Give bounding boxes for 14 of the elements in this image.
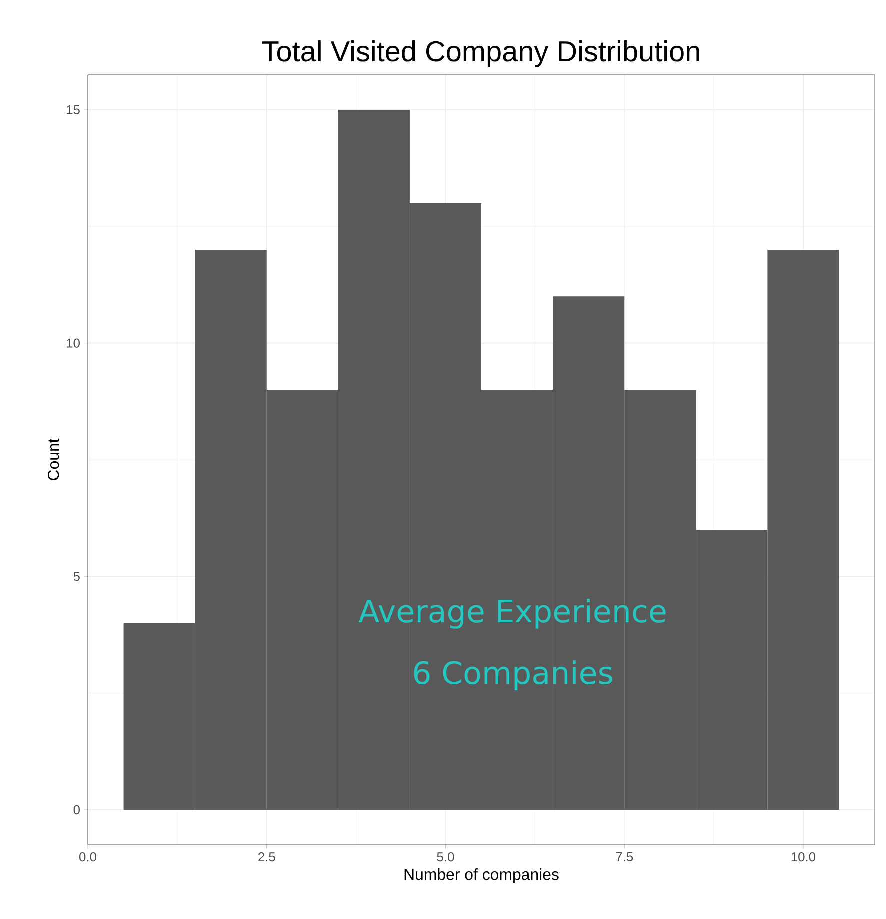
x-axis-title: Number of companies <box>404 868 559 884</box>
y-tick-label: 0 <box>74 805 80 815</box>
chart-title: Total Visited Company Distribution <box>262 40 700 68</box>
annotation: 6 Companies <box>414 660 612 691</box>
x-tick-label: 10.0 <box>792 852 816 862</box>
x-tick-label: 7.5 <box>616 852 634 862</box>
x-tick-label: 2.5 <box>258 852 276 862</box>
x-tick-label: 0.0 <box>79 852 96 862</box>
y-tick-label: 5 <box>74 572 80 582</box>
y-tick-label: 15 <box>67 105 80 115</box>
x-tick-label: 5.0 <box>437 852 454 862</box>
y-tick-label: 10 <box>67 338 80 348</box>
annotation: Average Experience <box>358 599 666 629</box>
y-axis-title: Count <box>48 438 60 480</box>
